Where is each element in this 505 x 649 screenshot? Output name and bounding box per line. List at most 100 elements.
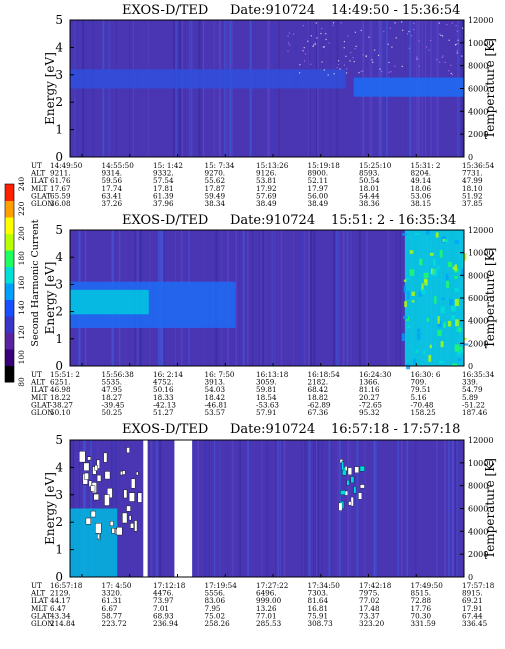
- noise-point: [408, 30, 410, 33]
- spectrogram-streak: [301, 440, 303, 577]
- ytick-right-label: 10000: [468, 459, 493, 468]
- noise-point: [418, 65, 420, 67]
- saturated-patch: [90, 510, 96, 518]
- noise-point: [360, 29, 362, 32]
- high-energy-speck: [443, 322, 446, 328]
- high-energy-speck: [411, 300, 415, 303]
- orbit-cell: 17.81: [153, 184, 174, 193]
- spectrogram-streak: [351, 230, 354, 366]
- spectrogram-streak: [313, 440, 315, 577]
- noise-point: [402, 29, 404, 31]
- spectrogram-streak: [330, 440, 332, 577]
- noise-point: [332, 22, 335, 24]
- orbit-cell: 336.45: [462, 619, 488, 628]
- spectrogram-streak: [265, 230, 267, 366]
- spectrogram-streak: [247, 230, 249, 366]
- orbit-cell: 339.: [462, 378, 478, 387]
- high-energy-speck: [424, 279, 428, 286]
- spectrogram-streak: [328, 440, 331, 577]
- noise-point: [289, 44, 291, 46]
- saturated-patch: [359, 465, 365, 472]
- high-energy-speck: [446, 281, 450, 289]
- chart-title: EXOS-D/TED: [122, 3, 208, 18]
- spectrogram-streak: [395, 230, 398, 366]
- orbit-cell: 18.42: [205, 393, 226, 402]
- orbit-cell: 14:49:50: [50, 161, 83, 170]
- high-energy-speck: [438, 360, 444, 364]
- saturated-patch: [79, 451, 86, 463]
- spectrogram-streak: [444, 440, 447, 577]
- noise-point: [395, 37, 397, 39]
- saturated-patch: [346, 479, 350, 486]
- noise-point: [303, 47, 305, 49]
- orbit-cell: 38.36: [359, 199, 380, 208]
- orbit-cell: 7303.: [308, 589, 329, 598]
- noise-point: [354, 48, 356, 50]
- orbit-cell: 158.25: [411, 408, 437, 417]
- orbit-cell: -39.45: [102, 400, 125, 409]
- high-energy-speck: [454, 287, 459, 292]
- noise-point: [336, 66, 338, 69]
- orbit-cell: -62.89: [308, 400, 331, 409]
- noise-point: [377, 54, 380, 57]
- spectrogram-streak: [304, 230, 306, 366]
- high-energy-speck: [407, 325, 411, 328]
- spectrogram-streak: [456, 440, 458, 577]
- orbit-cell: 81.64: [308, 596, 329, 605]
- spectrogram-streak: [315, 440, 318, 577]
- orbit-cell: 17.97: [308, 184, 329, 193]
- spectrogram-feature: [70, 508, 118, 577]
- orbit-cell: 9332.: [153, 169, 174, 178]
- saturated-patch: [126, 505, 131, 512]
- noise-point: [302, 50, 304, 52]
- high-energy-speck: [423, 350, 426, 355]
- saturated-patch: [103, 452, 108, 463]
- orbit-cell: 70.30: [411, 611, 432, 620]
- orbit-cell: 68.42: [308, 385, 329, 394]
- noise-point: [299, 64, 301, 66]
- spectrogram-streak: [317, 440, 320, 577]
- high-energy-speck: [432, 258, 436, 266]
- orbit-cell: 709.: [411, 378, 427, 387]
- noise-point: [349, 60, 351, 62]
- noise-point: [425, 46, 428, 48]
- spectrogram-streak: [455, 440, 457, 577]
- orbit-cell: 17.87: [205, 184, 226, 193]
- spectrogram-streak: [394, 440, 395, 577]
- high-energy-speck: [454, 240, 460, 244]
- noise-point: [413, 22, 415, 25]
- high-energy-speck: [406, 291, 410, 300]
- high-energy-speck: [434, 296, 437, 304]
- orbit-cell: 13.26: [256, 604, 277, 613]
- high-energy-speck: [452, 363, 458, 367]
- spectrogram-streak: [281, 440, 283, 577]
- orbit-cell: 72.88: [411, 596, 432, 605]
- colorbar-tick-label: 120: [17, 325, 26, 340]
- orbit-cell: 214.84: [50, 619, 76, 628]
- colorbar-tick-label: 80: [17, 377, 26, 387]
- ytick-left-label: 5: [55, 433, 63, 447]
- spectrogram-streak: [214, 440, 216, 577]
- saturated-patch: [122, 512, 128, 524]
- orbit-row-label: MLT: [31, 393, 48, 402]
- noise-point: [338, 60, 340, 62]
- ytick-right-label: 0: [468, 573, 473, 582]
- ytick-right-label: 4000: [468, 317, 488, 326]
- saturated-patch: [96, 459, 100, 469]
- spectrogram-streak: [280, 230, 283, 366]
- noise-point: [345, 72, 348, 74]
- noise-point: [406, 33, 409, 35]
- orbit-cell: 54.79: [462, 385, 483, 394]
- colorbar-frame: [4, 183, 15, 383]
- saturated-patch: [135, 471, 139, 476]
- colorbar-tick-label: 220: [17, 201, 26, 216]
- noise-point: [374, 49, 376, 51]
- noise-point: [388, 61, 390, 64]
- orbit-cell: 15:31: 2: [411, 161, 441, 170]
- noise-point: [287, 42, 290, 44]
- saturated-patch: [83, 462, 90, 471]
- high-energy-speck: [417, 328, 421, 333]
- spectrogram-streak: [346, 230, 349, 366]
- orbit-cell: 15:13:26: [256, 161, 289, 170]
- spectrogram-streak: [239, 440, 241, 577]
